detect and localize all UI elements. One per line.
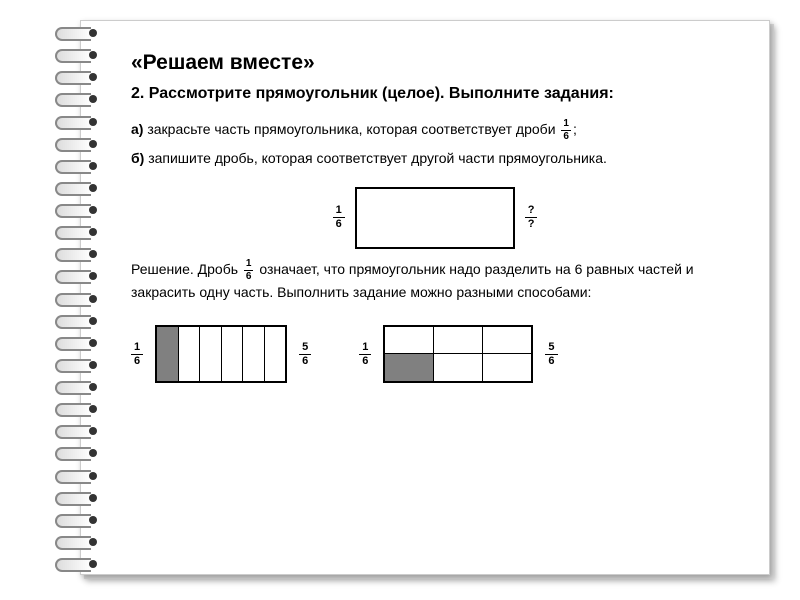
cell xyxy=(385,327,434,354)
task-b-label: б) xyxy=(131,150,144,166)
ring-icon xyxy=(55,556,103,570)
ring-icon xyxy=(55,268,103,282)
frac-1-6-right: 1 6 xyxy=(359,342,371,367)
cell xyxy=(243,327,265,381)
ring-icon xyxy=(55,202,103,216)
problem-statement: 2. Рассмотрите прямоугольник (целое). Вы… xyxy=(131,83,739,105)
ring-icon xyxy=(55,401,103,415)
example-vertical-group: 1 6 5 6 xyxy=(131,325,311,383)
ring-icon xyxy=(55,91,103,105)
ring-icon xyxy=(55,291,103,305)
cell xyxy=(222,327,244,381)
cell xyxy=(200,327,222,381)
task-b: б) запишите дробь, которая соответствует… xyxy=(131,148,739,169)
cell xyxy=(179,327,201,381)
ring-icon xyxy=(55,114,103,128)
ring-icon xyxy=(55,512,103,526)
task-a-text: закрасьте часть прямоугольника, которая … xyxy=(143,121,559,137)
cell xyxy=(434,354,483,381)
cell-shaded xyxy=(385,354,434,381)
cell xyxy=(434,327,483,354)
rectangle-vertical-split xyxy=(155,325,287,383)
ring-icon xyxy=(55,69,103,83)
ring-icon xyxy=(55,423,103,437)
examples-row: 1 6 5 6 1 6 xyxy=(131,325,739,383)
ring-icon xyxy=(55,158,103,172)
page-content: «Решаем вместе» 2. Рассмотрите прямоугол… xyxy=(81,21,769,403)
cell xyxy=(265,327,286,381)
ring-icon xyxy=(55,445,103,459)
ring-icon xyxy=(55,246,103,260)
solution-prefix: Решение. Дробь xyxy=(131,261,242,277)
ring-icon xyxy=(55,379,103,393)
cell xyxy=(483,327,532,354)
solution-text: Решение. Дробь 16 означает, что прямоуго… xyxy=(131,259,739,304)
fraction-1-6-inline: 16 xyxy=(561,119,571,142)
frac-5-6-right: 5 6 xyxy=(545,342,557,367)
solution-fraction: 16 xyxy=(244,259,254,282)
frac-5-6-left: 5 6 xyxy=(299,342,311,367)
ring-icon xyxy=(55,490,103,504)
ring-icon xyxy=(55,25,103,39)
fraction-right-label: ? ? xyxy=(525,205,538,230)
task-a-label: а) xyxy=(131,121,143,137)
ring-icon xyxy=(55,224,103,238)
ring-icon xyxy=(55,180,103,194)
task-b-text: запишите дробь, которая соответствует др… xyxy=(144,150,607,166)
ring-icon xyxy=(55,313,103,327)
cell-shaded xyxy=(157,327,179,381)
main-diagram-row: 1 6 ? ? xyxy=(131,187,739,249)
ring-icon xyxy=(55,534,103,548)
fraction-left-label: 1 6 xyxy=(333,205,345,230)
ring-icon xyxy=(55,136,103,150)
ring-icon xyxy=(55,47,103,61)
cell xyxy=(483,354,532,381)
task-a: а) закрасьте часть прямоугольника, котор… xyxy=(131,119,739,142)
example-grid-group: 1 6 5 6 xyxy=(359,325,557,383)
frac-1-6-left: 1 6 xyxy=(131,342,143,367)
rectangle-grid-split xyxy=(383,325,533,383)
notebook-page: «Решаем вместе» 2. Рассмотрите прямоугол… xyxy=(80,20,770,575)
ring-icon xyxy=(55,335,103,349)
task-a-after: ; xyxy=(573,121,577,137)
spiral-binding xyxy=(55,25,105,570)
ring-icon xyxy=(55,357,103,371)
empty-rectangle xyxy=(355,187,515,249)
ring-icon xyxy=(55,468,103,482)
section-title: «Решаем вместе» xyxy=(131,51,739,75)
